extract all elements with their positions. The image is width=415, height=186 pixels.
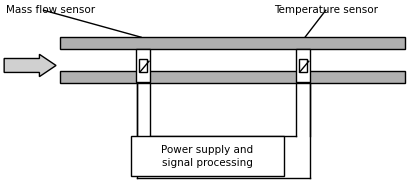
Text: Mass flow sensor: Mass flow sensor (6, 5, 95, 15)
Bar (299, 59, 307, 71)
Bar (139, 59, 147, 71)
Text: signal processing: signal processing (162, 158, 253, 168)
Text: Power supply and: Power supply and (161, 145, 254, 155)
Bar (295, 49, 310, 82)
Bar (131, 136, 284, 176)
Text: Temperature sensor: Temperature sensor (274, 5, 378, 15)
Bar (136, 49, 150, 82)
FancyArrow shape (4, 54, 56, 77)
Bar (60, 37, 405, 49)
Bar (60, 71, 405, 83)
